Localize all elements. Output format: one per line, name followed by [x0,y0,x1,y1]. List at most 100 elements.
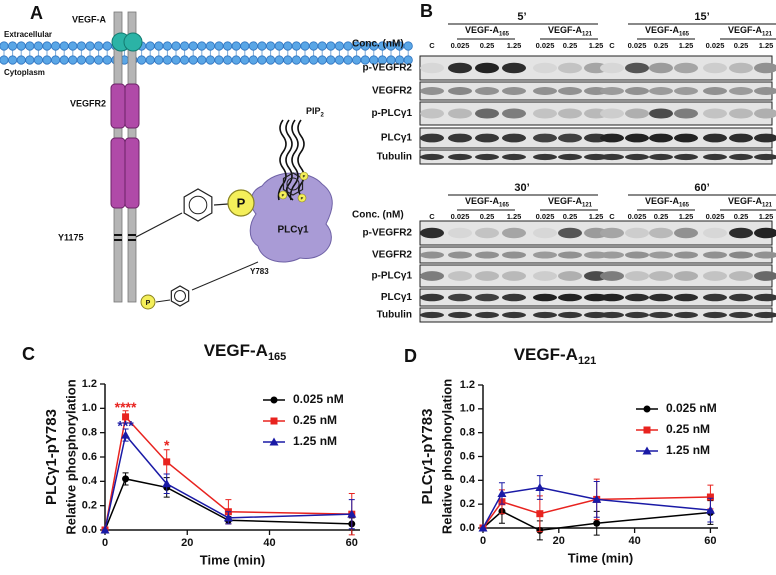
time-label: 60’ [694,182,709,194]
lipid-head [50,55,61,65]
lane-label: 1.25 [589,212,604,221]
lane-label: 0.025 [451,41,470,50]
lipid-head [25,55,35,65]
blot-band [420,293,444,302]
lane-label: C [609,212,615,221]
lipid-head [180,41,190,51]
blot-band [625,271,649,281]
lipid-head [85,41,95,51]
blot-band [448,251,472,259]
blot-band [729,251,753,259]
blot-band [475,311,499,319]
blot-band [674,62,698,74]
blot-band [420,271,444,281]
lipid-head [214,41,224,51]
group-label: VEGF-A165 [465,196,510,208]
blot-band [674,311,698,319]
blot-band [558,133,582,143]
blot-band [558,251,582,259]
blot-band [475,271,499,281]
point [705,505,715,514]
point [643,426,651,434]
lipid-head [188,41,198,51]
panel-a: A Extracellular Cytoplasm VEGF-A VEGFR2 Y1175… [0,3,413,310]
blot-band [448,133,472,143]
tyrosine-ring-ring [188,195,208,215]
tyrosine-ring-small [170,285,190,307]
lipid-head [188,55,198,65]
tyrosine-ring-small-ring [174,290,186,302]
legend-label: 1.25 nM [666,443,710,457]
lipid-head [137,55,147,65]
lipid-head [274,55,284,65]
blot-band [674,153,698,161]
blot-band [600,133,624,143]
blot-band [754,87,776,95]
row-label: p-VEGFR2 [363,228,413,239]
legend-label: 0.025 nM [666,401,717,415]
lane-label: 1.25 [679,41,694,50]
cytoplasm-label: Cytoplasm [4,68,45,77]
lipid-head [334,41,344,51]
blot-band [729,311,753,319]
lipid-head [25,41,35,51]
lipid-head [317,55,327,65]
blot-band [754,227,776,239]
y-tick-label: 0.6 [460,450,475,462]
blot-band [502,133,526,143]
lane-label: C [429,41,435,50]
blot-band [600,62,624,74]
lipid-head [145,41,155,51]
group-label-main: VEGF-A [645,196,680,206]
x-tick-label: 0 [480,535,486,547]
phospho-label: P [237,195,246,210]
lipid-head [145,55,155,65]
lipid-head [42,41,52,51]
conc-label: Conc. (nM) [352,39,404,50]
blot-band [600,87,624,95]
blot-band [674,251,698,259]
group-label: VEGF-A121 [548,196,593,208]
group-label: VEGF-A165 [465,25,510,37]
point [706,493,714,501]
lane-label: 0.25 [734,41,749,50]
blot-band [475,293,499,302]
phospho-label: P [282,193,285,198]
lane-label: 0.025 [628,212,647,221]
lipid-head [42,55,52,65]
enzyme-label: PLCγ1 [277,225,309,236]
conc-label: Conc. (nM) [352,210,404,221]
blot-band [420,251,444,259]
receptor-stripe [114,239,122,241]
x-axis-title: Time (min) [200,552,266,567]
group-label: VEGF-A121 [728,196,773,208]
lipid-head [283,55,293,65]
blot-band [475,153,499,161]
blot-band [448,108,472,119]
blot-band [502,311,526,319]
x-tick-label: 20 [553,535,565,547]
blot-band [502,62,526,74]
lipid-head [231,55,241,65]
blot-band [533,153,557,161]
blot-band [600,293,624,302]
blot-band [558,153,582,161]
lipid-head [240,55,250,65]
lane-label: 1.25 [589,41,604,50]
blot-band [674,293,698,302]
blot-band [729,87,753,95]
lipid-label-main: PIP [306,106,321,116]
point [122,475,130,483]
lipid-head [171,41,181,51]
lipid-head [85,55,95,65]
phospho [140,294,156,310]
lane-label: 0.25 [480,41,495,50]
lipid-head [76,55,87,65]
site1-label: Y1175 [58,232,84,242]
y-axis-title: Relative phosphorylation [63,379,78,534]
blot-band [703,311,727,319]
lipid-head [343,55,353,65]
receptor-domain [110,83,126,129]
y-tick-label: 0.8 [460,427,475,439]
point [536,510,544,518]
